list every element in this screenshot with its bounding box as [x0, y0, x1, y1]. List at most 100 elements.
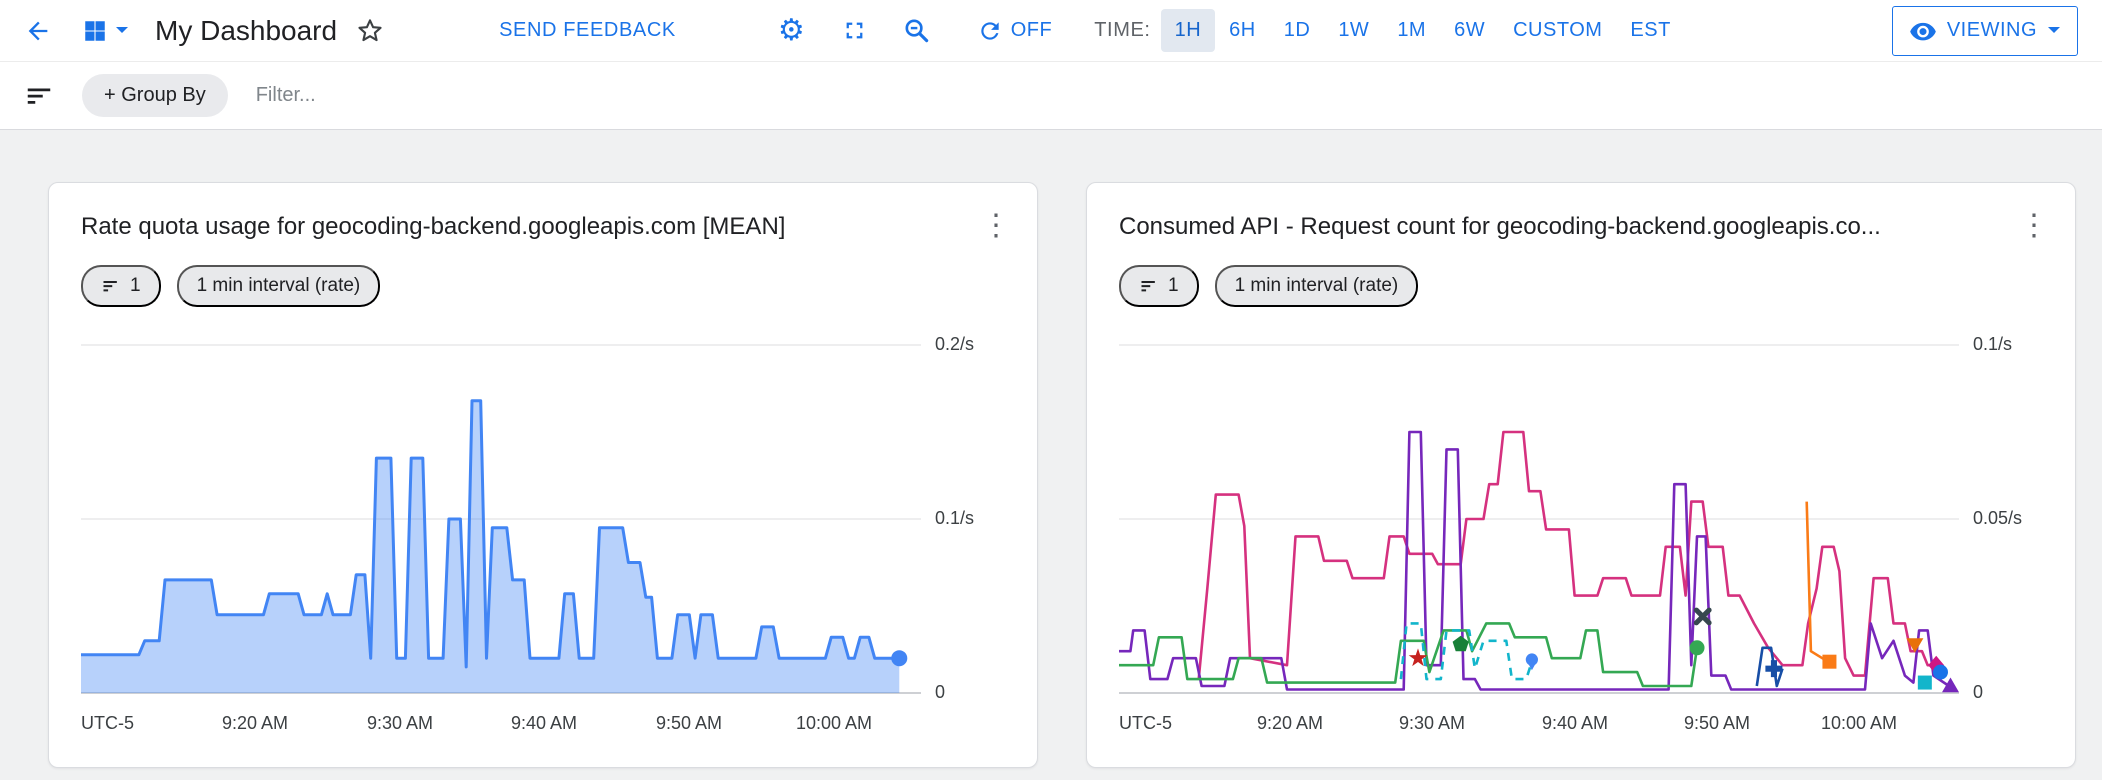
chart-card-consumed-api: Consumed API - Request count for geocodi… — [1086, 182, 2076, 768]
card-menu-button[interactable]: ⋮ — [2007, 211, 2061, 241]
marker-triangle-down — [1906, 638, 1924, 653]
star-icon — [358, 18, 382, 41]
y-axis-label: 0.2/s — [935, 334, 975, 354]
timezone-label: UTC-5 — [81, 713, 134, 733]
time-range-custom[interactable]: CUSTOM — [1499, 9, 1616, 52]
fullscreen-button[interactable] — [839, 15, 870, 46]
series-line-teal-dashed — [1399, 622, 1534, 681]
chart-title: Consumed API - Request count for geocodi… — [1119, 213, 1881, 240]
series-line-green — [1119, 622, 1699, 688]
x-axis-label: 9:30 AM — [366, 713, 434, 733]
marker-plus — [1765, 660, 1783, 678]
dashboard-header: My Dashboard SEND FEEDBACK ⚙ OFF TIME: 1… — [0, 0, 2102, 62]
favorite-star-button[interactable] — [353, 14, 387, 48]
y-axis-labels: 0 0.05/s 0.1/s — [1973, 333, 2083, 705]
timezone-button[interactable]: EST — [1616, 9, 1684, 52]
interval-label: 1 min interval (rate) — [196, 275, 361, 296]
card-menu-button[interactable]: ⋮ — [969, 211, 1023, 241]
dashboards-menu-button[interactable] — [80, 16, 131, 46]
y-axis-label: 0.05/s — [1973, 508, 2023, 528]
chart-plot[interactable] — [1119, 333, 1959, 705]
auto-refresh-button[interactable]: OFF — [975, 16, 1055, 46]
rate-quota-chart[interactable]: 0 0.1/s 0.2/s UTC-5 9:20 AM 9:30 AM 9:40 AM 9:… — [81, 333, 1037, 741]
filter-icon — [103, 281, 117, 292]
x-axis-label: 9:20 AM — [1256, 713, 1324, 733]
consumed-api-chart[interactable]: 0 0.05/s 0.1/s UTC-5 9:20 AM 9:30 AM 9:40 AM 9… — [1119, 333, 2075, 741]
filter-count: 1 — [1168, 275, 1179, 296]
timezone-label: UTC-5 — [1119, 713, 1172, 733]
fullscreen-icon — [846, 22, 863, 39]
zoom-button[interactable] — [900, 14, 933, 47]
marker-circle — [1932, 664, 1948, 680]
grid-icon — [85, 20, 105, 41]
marker-star — [1408, 648, 1428, 667]
filter-icon — [1141, 281, 1155, 292]
marker-x — [1693, 607, 1712, 626]
y-axis-label: 0 — [935, 682, 946, 702]
filter-count: 1 — [130, 275, 141, 296]
time-range-1h[interactable]: 1H — [1160, 9, 1216, 52]
filter-count-chip[interactable]: 1 — [1119, 265, 1199, 307]
zoom-icon — [905, 19, 928, 43]
time-label: TIME: — [1094, 19, 1151, 41]
chart-plot[interactable] — [81, 333, 921, 705]
marker-pentagon — [1452, 635, 1469, 652]
send-feedback-link[interactable]: SEND FEEDBACK — [499, 19, 676, 41]
x-axis-labels: UTC-5 9:20 AM 9:30 AM 9:40 AM 9:50 AM 10:00 A… — [81, 713, 921, 741]
chevron-down-icon — [2048, 27, 2060, 33]
filter-toolbar: + Group By — [0, 62, 2102, 130]
series-line-orange — [1805, 501, 1829, 663]
time-range-1w[interactable]: 1W — [1324, 9, 1383, 52]
gear-icon: ⚙ — [777, 13, 805, 47]
time-range-6w[interactable]: 6W — [1440, 9, 1499, 52]
interval-chip[interactable]: 1 min interval (rate) — [1214, 265, 1419, 307]
area-fill — [81, 400, 900, 693]
refresh-icon — [981, 21, 999, 40]
x-axis-label: 10:00 AM — [1820, 713, 1898, 733]
series-line-navy — [1755, 646, 1784, 688]
filter-input[interactable] — [255, 84, 2080, 107]
x-axis-label: 9:50 AM — [655, 713, 723, 733]
viewing-label: VIEWING — [1946, 19, 2037, 41]
time-range-1d[interactable]: 1D — [1270, 9, 1325, 52]
settings-button[interactable]: ⚙ — [776, 13, 807, 47]
dashboard-content: Rate quota usage for geocoding-backend.g… — [0, 130, 2102, 768]
time-range-1m[interactable]: 1M — [1383, 9, 1440, 52]
marker-pin — [1525, 653, 1539, 671]
series-line-purple — [1119, 430, 1950, 691]
auto-refresh-state: OFF — [1010, 19, 1053, 41]
filter-list-button[interactable] — [22, 79, 56, 113]
x-axis-label: 9:40 AM — [1541, 713, 1609, 733]
interval-chip[interactable]: 1 min interval (rate) — [176, 265, 381, 307]
x-axis-label: 9:50 AM — [1683, 713, 1751, 733]
chevron-down-icon — [116, 27, 128, 33]
series-line-rate quota usage (mean) — [81, 399, 900, 669]
y-axis-label: 0.1/s — [935, 508, 975, 528]
chart-card-rate-quota: Rate quota usage for geocoding-backend.g… — [48, 182, 1038, 768]
filter-count-chip[interactable]: 1 — [81, 265, 161, 307]
chart-title: Rate quota usage for geocoding-backend.g… — [81, 213, 786, 240]
x-axis-label: 9:40 AM — [510, 713, 578, 733]
x-axis-label: 10:00 AM — [795, 713, 873, 733]
x-axis-label: 9:20 AM — [221, 713, 289, 733]
chart-canvas[interactable] — [1119, 333, 2075, 705]
viewing-dropdown[interactable]: VIEWING — [1891, 5, 2078, 56]
y-axis-label: 0 — [1973, 682, 1984, 702]
filter-list-icon — [27, 88, 51, 104]
x-axis-labels: UTC-5 9:20 AM 9:30 AM 9:40 AM 9:50 AM 10:00 A… — [1119, 713, 1959, 741]
time-range-6h[interactable]: 6H — [1215, 9, 1270, 52]
x-axis-label: 9:30 AM — [1398, 713, 1466, 733]
y-axis-labels: 0 0.1/s 0.2/s — [935, 333, 1045, 705]
interval-label: 1 min interval (rate) — [1234, 275, 1399, 296]
marker-square — [1822, 654, 1837, 669]
marker-circle — [1689, 640, 1705, 656]
back-arrow-icon — [28, 21, 48, 40]
back-button[interactable] — [22, 15, 54, 47]
marker-square — [1917, 675, 1932, 690]
chart-canvas[interactable] — [81, 333, 1037, 705]
series-end-marker — [891, 650, 908, 667]
y-axis-label: 0.1/s — [1973, 334, 2013, 354]
time-range-selector: 1H 6H 1D 1W 1M 6W CUSTOM EST — [1160, 9, 1685, 52]
group-by-chip[interactable]: + Group By — [82, 74, 228, 117]
marker-triangle-up — [1942, 677, 1959, 693]
